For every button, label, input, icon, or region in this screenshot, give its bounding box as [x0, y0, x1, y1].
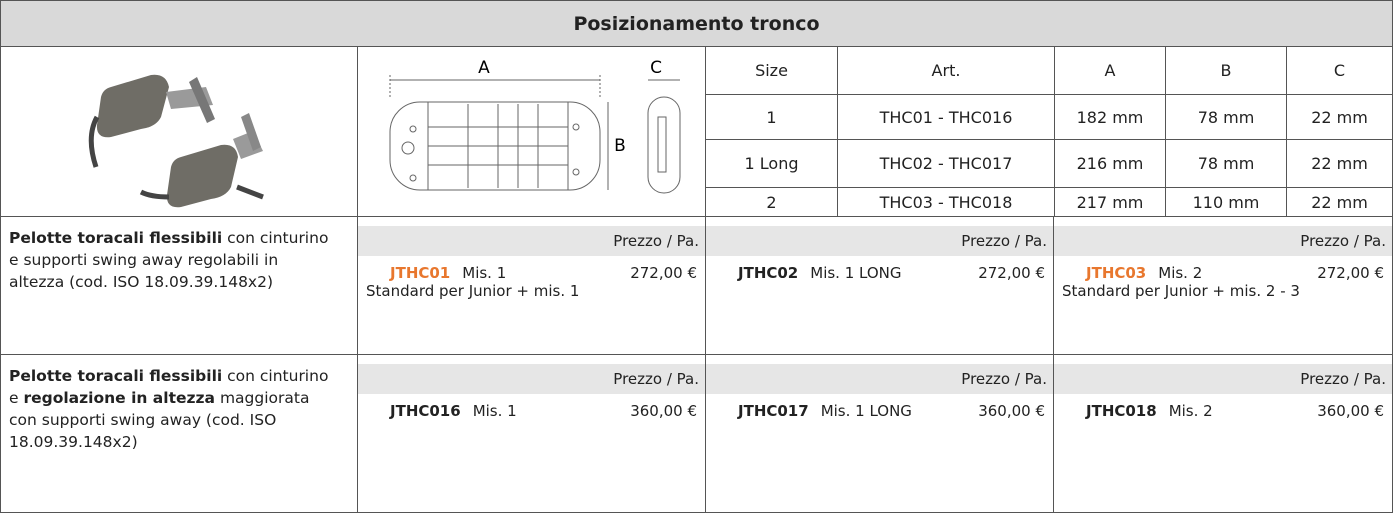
cell-text: 2: [766, 192, 777, 212]
price-label: Prezzo / Pa.: [1054, 364, 1392, 394]
cell-text: A: [1104, 61, 1116, 80]
size-cell: THC02 - THC017: [838, 140, 1055, 188]
title-bar: Posizionamento tronco: [0, 0, 1393, 47]
size-cell: 22 mm: [1287, 188, 1393, 217]
column-header: A: [1055, 47, 1166, 95]
cell-text: 216 mm: [1076, 154, 1144, 173]
price-line: JTHC03 Mis. 2 272,00 €: [1054, 256, 1392, 290]
size-cell: 22 mm: [1287, 140, 1393, 188]
cell-text: 78 mm: [1197, 154, 1255, 173]
price-label: Prezzo / Pa.: [706, 364, 1053, 394]
product-price: 360,00 €: [1317, 402, 1384, 420]
title: Posizionamento tronco: [573, 12, 820, 35]
product-code: JTHC01: [390, 264, 451, 282]
size-cell: THC01 - THC016: [838, 95, 1055, 140]
size-cell: THC03 - THC018: [838, 188, 1055, 217]
column-header: Art.: [838, 47, 1055, 95]
description-cell: Pelotte toracali flessibili con cinturin…: [0, 355, 358, 513]
product-size: Mis. 1 LONG: [820, 402, 912, 420]
price-cell: Prezzo / Pa. JTHC017 Mis. 1 LONG 360,00 €: [706, 355, 1054, 513]
size-cell: 78 mm: [1166, 140, 1287, 188]
description-text: Pelotte toracali flessibili: [9, 229, 223, 247]
size-cell: 216 mm: [1055, 140, 1166, 188]
cell-text: 22 mm: [1311, 192, 1368, 212]
product-code: JTHC018: [1086, 402, 1157, 420]
price-label: Prezzo / Pa.: [1054, 226, 1392, 256]
product-code: JTHC016: [390, 402, 461, 420]
price-line: JTHC01 Mis. 1 272,00 €: [358, 256, 705, 290]
cell-text: C: [1333, 61, 1346, 80]
size-cell: 110 mm: [1166, 188, 1287, 217]
cell-text: B: [1220, 61, 1232, 80]
photo-cell: [0, 47, 358, 217]
cell-text: 217 mm: [1076, 192, 1144, 212]
product-size: Mis. 1: [462, 264, 507, 282]
size-cell: 78 mm: [1166, 95, 1287, 140]
cell-text: 182 mm: [1076, 107, 1144, 127]
cell-text: 1 Long: [744, 154, 799, 173]
cell-text: 78 mm: [1197, 107, 1255, 127]
column-header: Size: [706, 47, 838, 95]
dimension-drawing: A C B: [389, 58, 681, 194]
cell-text: Size: [755, 61, 788, 80]
product-price: 272,00 €: [978, 264, 1045, 282]
price-line: JTHC016 Mis. 1 360,00 €: [358, 394, 705, 428]
price-cell: Prezzo / Pa. JTHC03 Mis. 2 272,00 € Standard…: [1054, 217, 1393, 355]
column-header: B: [1166, 47, 1287, 95]
price-cell: Prezzo / Pa. JTHC016 Mis. 1 360,00 €: [358, 355, 706, 513]
price-cell: Prezzo / Pa. JTHC018 Mis. 2 360,00 €: [1054, 355, 1393, 513]
price-label: Prezzo / Pa.: [706, 226, 1053, 256]
size-cell: 1 Long: [706, 140, 838, 188]
description-text: Pelotte toracali flessibili: [9, 367, 223, 385]
drawing-label: A: [478, 58, 490, 78]
product-note: Standard per Junior + mis. 1: [366, 282, 580, 300]
product-size: Mis. 1: [472, 402, 517, 420]
size-cell: 217 mm: [1055, 188, 1166, 217]
cell-text: 110 mm: [1192, 192, 1260, 212]
cell-text: 1: [766, 107, 777, 127]
product-size: Mis. 2: [1158, 264, 1203, 282]
description-text: maggiorata con supporti swing away (cod.…: [9, 389, 310, 451]
cell-text: THC01 - THC016: [879, 107, 1013, 127]
description-text: regolazione in altezza: [23, 389, 216, 407]
price-label: Prezzo / Pa.: [358, 226, 705, 256]
product-code: JTHC017: [738, 402, 809, 420]
cell-text: THC02 - THC017: [879, 154, 1013, 173]
cell-text: 22 mm: [1311, 107, 1368, 127]
product-price: 272,00 €: [1317, 264, 1384, 282]
price-cell: Prezzo / Pa. JTHC01 Mis. 1 272,00 € Standard…: [358, 217, 706, 355]
drawing-cell: A C B: [358, 47, 706, 217]
size-cell: 1: [706, 95, 838, 140]
price-label: Prezzo / Pa.: [358, 364, 705, 394]
product-code: JTHC03: [1086, 264, 1147, 282]
size-cell: 182 mm: [1055, 95, 1166, 140]
product-code: JTHC02: [738, 264, 799, 282]
price-line: JTHC017 Mis. 1 LONG 360,00 €: [706, 394, 1053, 428]
price-line: JTHC018 Mis. 2 360,00 €: [1054, 394, 1392, 428]
size-cell: 2: [706, 188, 838, 217]
cell-text: 22 mm: [1311, 154, 1368, 173]
drawing-label: B: [614, 136, 626, 156]
description-text: con cinturino e supporti swing away rego…: [9, 229, 329, 291]
product-price: 360,00 €: [630, 402, 697, 420]
description-text: con cinturino e: [9, 367, 329, 407]
product-note: Standard per Junior + mis. 2 - 3: [1062, 282, 1300, 300]
cell-text: THC03 - THC018: [879, 192, 1013, 212]
size-cell: 22 mm: [1287, 95, 1393, 140]
price-cell: Prezzo / Pa. JTHC02 Mis. 1 LONG 272,00 €: [706, 217, 1054, 355]
cell-text: Art.: [931, 61, 961, 80]
product-size: Mis. 2: [1168, 402, 1213, 420]
product-size: Mis. 1 LONG: [810, 264, 902, 282]
product-photo: [88, 74, 264, 208]
column-header: C: [1287, 47, 1393, 95]
product-price: 272,00 €: [630, 264, 697, 282]
description-cell: Pelotte toracali flessibili con cinturin…: [0, 217, 358, 355]
price-line: JTHC02 Mis. 1 LONG 272,00 €: [706, 256, 1053, 290]
drawing-label: C: [650, 58, 662, 78]
product-price: 360,00 €: [978, 402, 1045, 420]
